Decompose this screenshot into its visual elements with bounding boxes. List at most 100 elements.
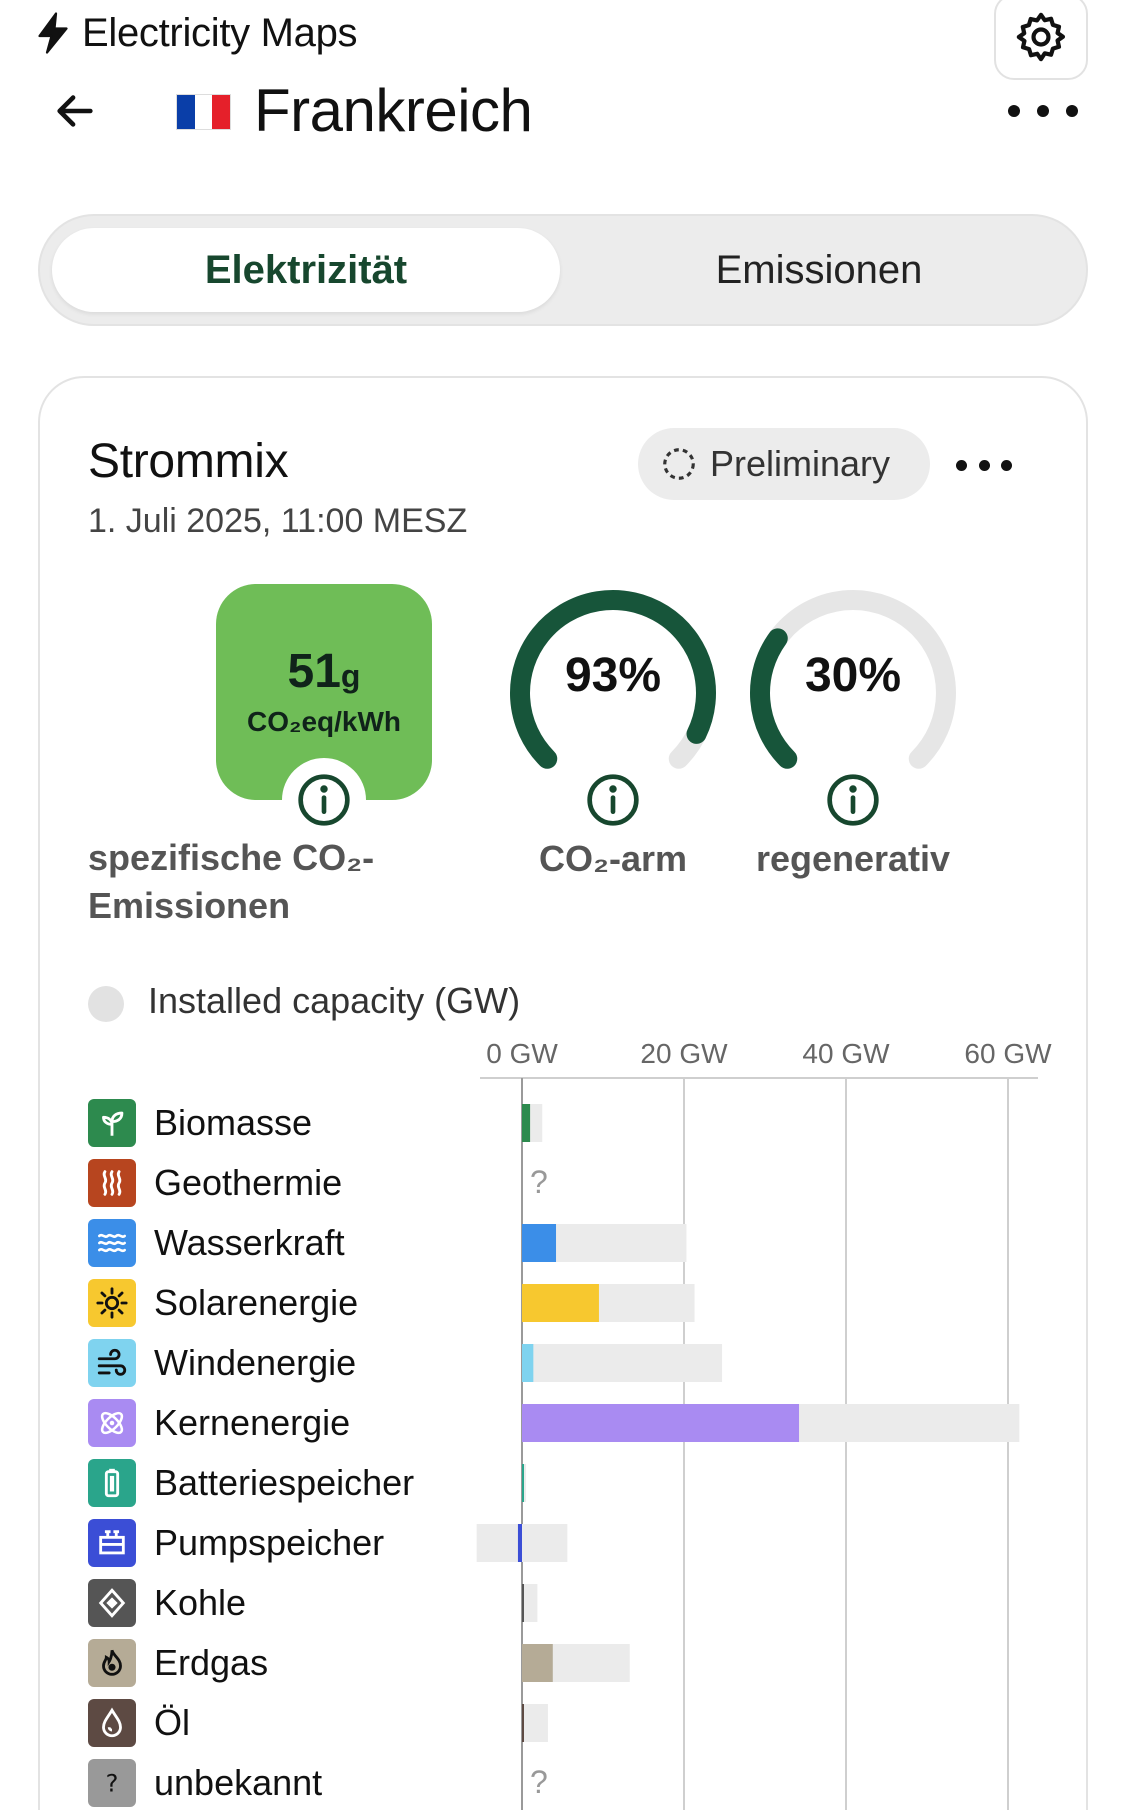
- production-bar[interactable]: [522, 1404, 800, 1442]
- wind-icon: [88, 1339, 136, 1387]
- source-row[interactable]: Batteriespeicher: [88, 1459, 414, 1507]
- source-row[interactable]: Biomasse: [88, 1099, 312, 1147]
- production-bar[interactable]: [522, 1584, 524, 1622]
- unknown-value: ?: [530, 1164, 548, 1200]
- source-row[interactable]: Windenergie: [88, 1339, 356, 1387]
- app-name: Electricity Maps: [82, 10, 358, 55]
- source-row[interactable]: Geothermie: [88, 1159, 342, 1207]
- carbon-intensity-unit: CO₂eq/kWh: [247, 706, 401, 737]
- france-flag-icon: [176, 94, 231, 130]
- ellipsis-dot: [978, 460, 990, 471]
- source-name: Geothermie: [154, 1162, 343, 1203]
- source-name: Wasserkraft: [154, 1222, 345, 1263]
- low-carbon-label: CO₂-arm: [538, 838, 688, 879]
- settings-button[interactable]: [994, 0, 1088, 80]
- ellipsis-dot: [1066, 105, 1078, 117]
- source-row[interactable]: Wasserkraft: [88, 1219, 345, 1267]
- svg-text:?: ?: [106, 1770, 119, 1798]
- gauge-fill: [510, 590, 716, 769]
- source-row[interactable]: Erdgas: [88, 1639, 268, 1687]
- battery-icon: [88, 1459, 136, 1507]
- question-icon: ?: [88, 1759, 136, 1807]
- low-carbon-info-button[interactable]: [571, 758, 655, 842]
- view-tabs: Elektrizität Emissionen: [38, 214, 1088, 326]
- renewable-label: regenerativ: [755, 838, 951, 879]
- pump-icon: [88, 1519, 136, 1567]
- gas-icon: [88, 1639, 136, 1687]
- source-row[interactable]: Pumpspeicher: [88, 1519, 384, 1567]
- production-bar[interactable]: [522, 1284, 599, 1322]
- coal-icon: [88, 1579, 136, 1627]
- source-name: Erdgas: [154, 1642, 269, 1683]
- source-name: Pumpspeicher: [154, 1522, 385, 1563]
- x-tick-label: 40 GW: [802, 1038, 890, 1069]
- source-name: Kernenergie: [154, 1402, 351, 1443]
- renewable-info-button[interactable]: [811, 758, 895, 842]
- source-row[interactable]: Kohle: [88, 1579, 246, 1627]
- x-tick-label: 20 GW: [640, 1038, 728, 1069]
- card-date: 1. Juli 2025, 11:00 MESZ: [88, 502, 468, 540]
- info-icon: [298, 774, 350, 826]
- production-bar[interactable]: [522, 1344, 534, 1382]
- info-icon: [827, 774, 879, 826]
- renewable-value: 30%: [804, 649, 902, 702]
- production-bar[interactable]: [522, 1224, 557, 1262]
- atom-icon: [88, 1399, 136, 1447]
- intensity-unit-small: g: [340, 658, 361, 694]
- x-tick-label: 0 GW: [486, 1038, 558, 1069]
- preliminary-badge[interactable]: Preliminary: [638, 428, 930, 500]
- source-row[interactable]: Öl: [88, 1699, 190, 1747]
- source-name: Windenergie: [154, 1342, 357, 1383]
- water-icon: [88, 1219, 136, 1267]
- low-carbon-value: 93%: [564, 649, 662, 702]
- source-name: Biomasse: [154, 1102, 313, 1143]
- gauge-fill: [750, 628, 798, 769]
- bolt-icon: [38, 12, 68, 54]
- source-name: Kohle: [154, 1582, 247, 1623]
- ellipsis-icon: [1008, 105, 1020, 117]
- unknown-value: ?: [530, 1764, 548, 1800]
- production-bar[interactable]: [517, 1524, 522, 1562]
- ellipsis-dot: [1001, 460, 1012, 471]
- production-bar[interactable]: [522, 1644, 553, 1682]
- heat-icon: [88, 1159, 136, 1207]
- source-name: Öl: [154, 1702, 190, 1743]
- info-icon: [587, 774, 639, 826]
- low-carbon-gauge: [510, 590, 716, 769]
- production-bar[interactable]: [522, 1704, 524, 1742]
- source-name: Solarenergie: [154, 1282, 359, 1323]
- sun-icon: [88, 1279, 136, 1327]
- production-bar[interactable]: [522, 1104, 531, 1142]
- production-bar[interactable]: [522, 1464, 524, 1502]
- page-title: Frankreich: [254, 77, 533, 144]
- carbon-intensity-label: spezifische CO₂-Emissionen: [88, 837, 375, 926]
- back-button[interactable]: [46, 80, 104, 142]
- gear-icon: [1016, 12, 1066, 62]
- ellipsis-dot: [1037, 105, 1049, 117]
- intensity-number: 51: [287, 645, 341, 698]
- capacity-title: Installed capacity (GW): [148, 980, 521, 1021]
- sprout-icon: [88, 1099, 136, 1147]
- intensity-info-button[interactable]: [282, 758, 366, 842]
- tab-electricity[interactable]: Elektrizität: [52, 228, 560, 312]
- source-name: unbekannt: [154, 1762, 323, 1803]
- capacity-bar[interactable]: [522, 1584, 538, 1622]
- renewable-gauge: [750, 590, 956, 769]
- source-row[interactable]: ? unbekannt: [88, 1759, 322, 1807]
- x-tick-label: 60 GW: [964, 1038, 1052, 1069]
- oil-drop-icon: [88, 1699, 136, 1747]
- source-row[interactable]: Kernenergie: [88, 1399, 350, 1447]
- capacity-toggle[interactable]: [88, 986, 124, 1022]
- tab-emissions[interactable]: Emissionen: [715, 247, 923, 292]
- dashed-circle-icon: [663, 448, 695, 480]
- more-options-button[interactable]: [1008, 96, 1078, 126]
- card-more-button[interactable]: [956, 460, 1012, 474]
- capacity-bar[interactable]: [522, 1344, 723, 1382]
- arrow-left-icon: [57, 95, 93, 127]
- capacity-bar[interactable]: [522, 1464, 527, 1502]
- capacity-chart-axes: [476, 1077, 1038, 1810]
- capacity-bar[interactable]: [522, 1704, 548, 1742]
- preliminary-label: Preliminary: [710, 443, 891, 484]
- source-row[interactable]: Solarenergie: [88, 1279, 358, 1327]
- carbon-intensity-value: 51g: [216, 644, 432, 699]
